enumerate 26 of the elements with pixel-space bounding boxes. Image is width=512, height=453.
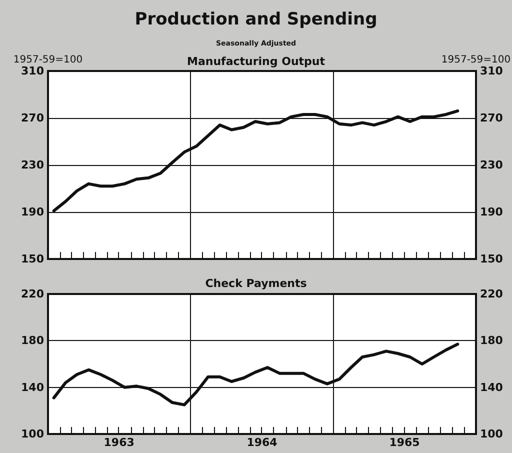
y2-axis-title: 1957-59=100 [441, 54, 511, 66]
y-tick-label: 150 [21, 252, 44, 266]
y-tick-label: 310 [21, 64, 44, 78]
y-tick-label: 140 [21, 380, 44, 394]
y-tick-label: 190 [21, 206, 44, 218]
text: Manufacturing Output [187, 55, 325, 68]
chart-title: Production and Spending [134, 10, 378, 30]
y-tick-label: 180 [21, 334, 44, 348]
y-tick-label: 220 [21, 288, 44, 300]
y2-tick-label: 140 [480, 380, 504, 394]
y2-tick-label: 270 [480, 112, 504, 124]
x-tick-label: 1965 [389, 436, 420, 449]
y2-tick-label: 150 [480, 252, 504, 266]
x-tick-label: 1963 [104, 436, 134, 449]
y2-tick-label: 220 [480, 288, 504, 300]
x-tick-label: 1964 [246, 436, 278, 449]
y-axis-title: 1957-59=100 [13, 54, 83, 66]
y-tick-label: 270 [21, 112, 44, 124]
y2-tick-label: 230 [480, 158, 504, 172]
chart-title: Check Payments [205, 277, 308, 290]
y-tick-label: 230 [21, 158, 44, 172]
y2-tick-label: 310 [480, 64, 504, 78]
y2-tick-label: 100 [480, 428, 504, 440]
y2-tick-label: 190 [480, 206, 504, 218]
y2-tick-label: 180 [480, 334, 504, 348]
y-tick-label: 100 [21, 428, 44, 440]
